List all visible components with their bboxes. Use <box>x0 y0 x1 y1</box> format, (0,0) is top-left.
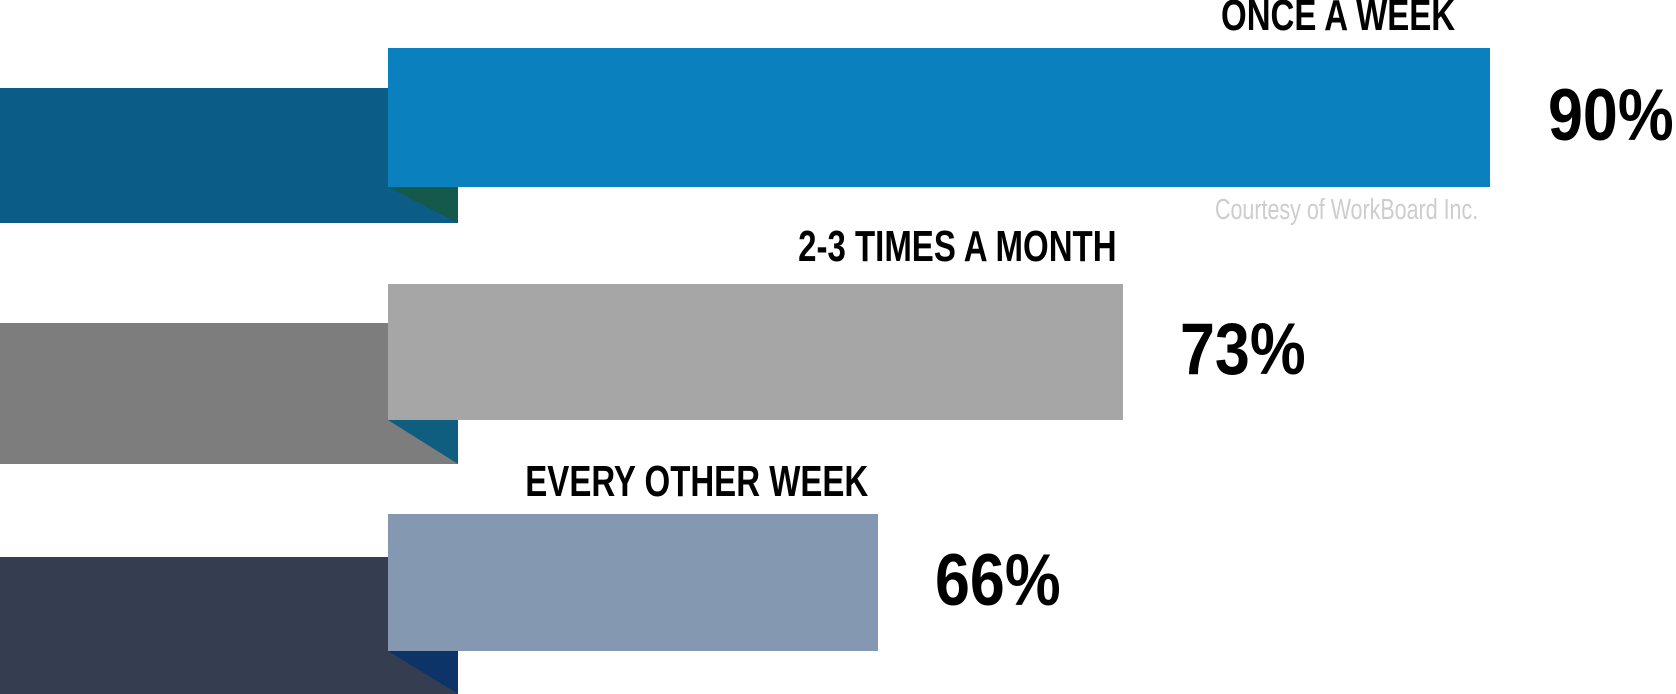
bar-label-once-a-week: ONCE A WEEK <box>1220 0 1455 40</box>
ribbon-tail-once-a-week <box>0 88 458 223</box>
bar-label-2-3-times-a-month: 2-3 TIMES A MONTH <box>798 222 1117 271</box>
courtesy-credit: Courtesy of WorkBoard Inc. <box>1215 194 1479 226</box>
bar-2-3-times-a-month <box>388 284 1123 420</box>
ribbon-tail-every-other-week <box>0 557 458 694</box>
bar-value-once-a-week: 90% <box>1548 75 1674 156</box>
bar-every-other-week <box>388 514 878 651</box>
bar-label-every-other-week: EVERY OTHER WEEK <box>525 457 868 506</box>
bar-once-a-week <box>388 48 1490 187</box>
bar-value-every-other-week: 66% <box>935 540 1061 621</box>
bar-value-2-3-times-a-month: 73% <box>1180 309 1306 390</box>
ribbon-tail-2-3-times-a-month <box>0 323 458 464</box>
